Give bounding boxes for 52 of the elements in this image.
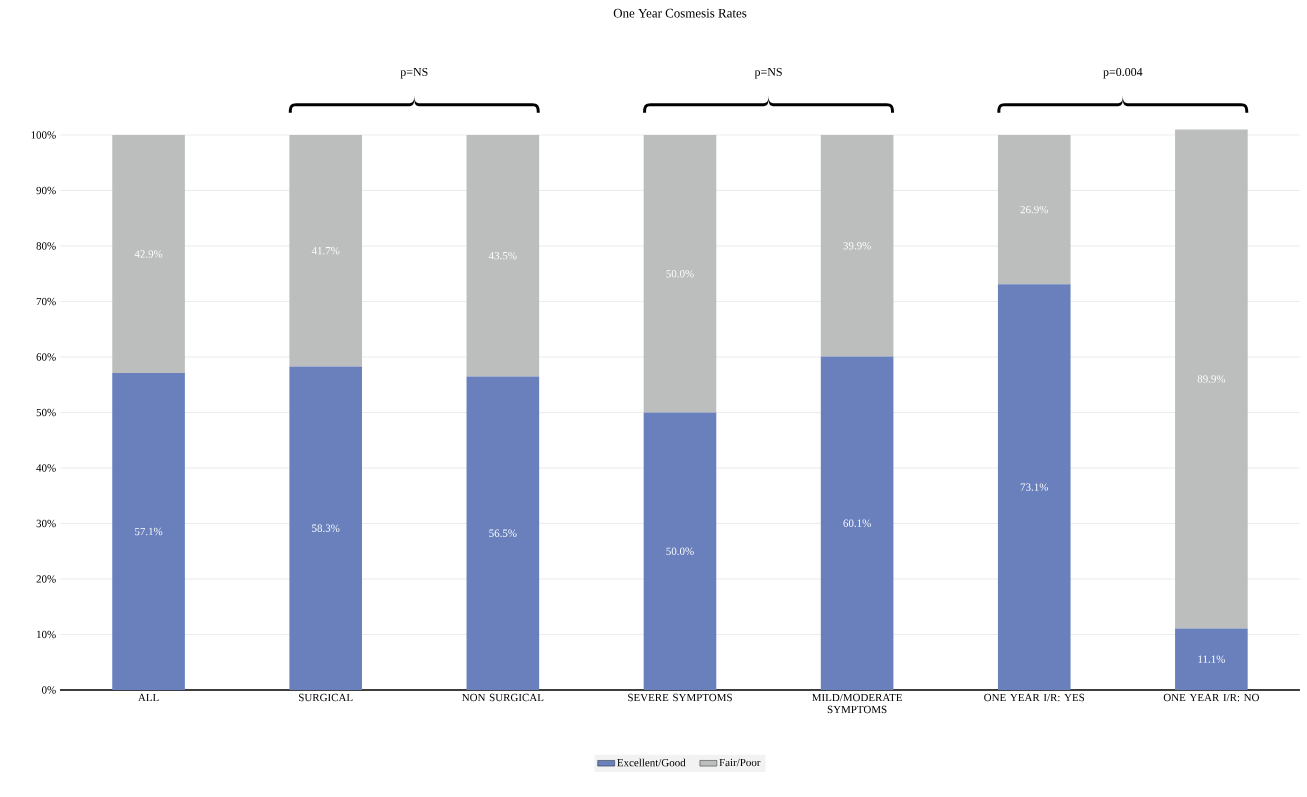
data-label: 39.9% (843, 241, 871, 250)
data-label: 50.0% (666, 270, 694, 278)
bar (643, 412, 717, 690)
x-tick-label: MILD/MODERATE SYMPTOMS (812, 693, 902, 714)
x-tick-label: NON SURGICAL (462, 693, 544, 702)
legend-label: Fair/Poor (719, 758, 761, 767)
bar (997, 284, 1071, 690)
data-label: 56.5% (489, 529, 517, 537)
bar (466, 376, 540, 690)
y-tick-label: 0% (41, 686, 56, 694)
data-label: 11.1% (1198, 655, 1225, 663)
data-label: 42.9% (134, 250, 163, 258)
y-tick-label: 40% (36, 464, 56, 472)
y-tick-label: 100% (31, 131, 56, 139)
data-label: 43.5% (488, 251, 517, 260)
data-label: 26.9% (1020, 205, 1049, 214)
bar (466, 134, 540, 377)
data-label: 73.1% (1020, 483, 1049, 491)
y-tick-label: 90% (36, 186, 56, 195)
y-tick-label: 80% (36, 242, 56, 250)
bar (289, 366, 363, 690)
data-label: 41.7% (311, 246, 340, 255)
data-label: 89.9% (1197, 375, 1226, 383)
y-tick-label: 30% (36, 519, 56, 528)
y-tick-label: 60% (36, 353, 56, 361)
x-tick-label: ONE YEAR I/R: NO (1163, 693, 1260, 702)
x-tick-label: SURGICAL (299, 693, 353, 702)
legend-label: Excellent/Good (617, 758, 686, 767)
data-label: 57.1% (135, 527, 163, 536)
data-label: 60.1% (843, 519, 871, 527)
y-tick-label: 50% (36, 408, 56, 417)
chart-title: One Year Cosmesis Rates (613, 8, 747, 18)
bar (1175, 628, 1248, 690)
text: p=NS (754, 67, 782, 79)
x-tick-label: ALL (138, 693, 159, 702)
y-tick-label: 10% (37, 630, 56, 639)
x-tick-label: SEVERE SYMPTOMS (628, 693, 732, 702)
bar (820, 356, 894, 690)
y-tick-label: 20% (36, 575, 56, 583)
x-tick-label: ONE YEAR I/R: YES (984, 693, 1085, 702)
bar (289, 134, 363, 367)
bar (1175, 129, 1248, 629)
data-label: 50.0% (666, 547, 694, 555)
text: p=NS (400, 67, 428, 79)
bar (112, 373, 185, 690)
data-label: 58.3% (312, 524, 340, 532)
bar (643, 134, 717, 413)
bar (112, 134, 185, 374)
bar (997, 134, 1071, 285)
bar (820, 134, 894, 357)
y-tick-label: 70% (36, 297, 56, 306)
text: p=0.004 (1103, 67, 1143, 79)
